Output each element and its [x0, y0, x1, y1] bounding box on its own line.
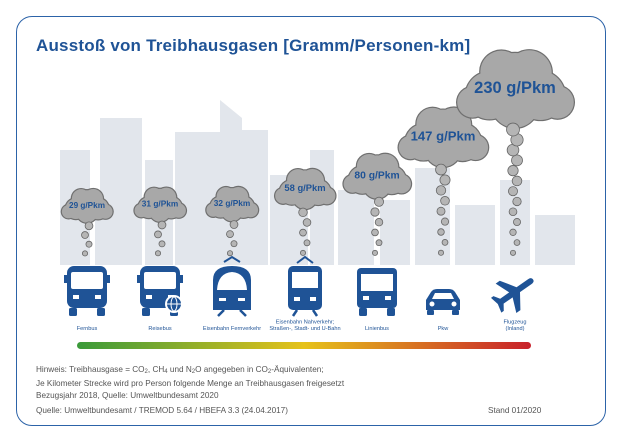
value-label: 230 g/Pkm	[474, 79, 556, 97]
smoke-trail	[226, 220, 239, 257]
category-label: Pkw	[438, 326, 450, 332]
smoke-trail	[370, 196, 384, 256]
emission-cloud	[273, 167, 337, 211]
emission-cloud	[456, 49, 576, 129]
car-icon	[426, 289, 460, 315]
emission-cloud	[60, 187, 114, 224]
note-line-1: Hinweis: Treibhausgase = CO2, CH4 und N2…	[36, 365, 324, 375]
category-label: Eisenbahn Nahverkehr; Straßen-, Stadt- un…	[269, 320, 340, 333]
value-label: 147 g/Pkm	[411, 128, 476, 143]
value-label: 31 g/Pkm	[142, 199, 178, 209]
value-label: 58 g/Pkm	[284, 182, 325, 193]
category-label: Fernbus	[77, 326, 98, 332]
note-line-2: Je Kilometer Strecke wird pro Person fol…	[36, 379, 345, 389]
column-3: 32 g/Pkm Eisenbahn Fernverkehr	[203, 185, 261, 332]
column-6: 147 g/Pkm Pkw	[397, 106, 490, 332]
smoke-trail	[154, 220, 167, 257]
intercity-train-icon	[213, 255, 251, 317]
chart-title: Ausstoß von Treibhausgasen [Gramm/Person…	[36, 36, 471, 55]
column-1: 29 g/Pkm Fernbus	[60, 187, 114, 332]
travel-bus-icon	[137, 266, 183, 316]
city-bus-icon	[357, 268, 397, 316]
column-2: 31 g/Pkm Reisebus	[133, 186, 188, 332]
smoke-trail	[506, 122, 524, 256]
column-5: 80 g/Pkm Linienbus	[342, 152, 413, 332]
emission-cloud	[133, 186, 188, 223]
value-label: 29 g/Pkm	[69, 201, 105, 210]
emission-cloud	[397, 106, 490, 169]
emission-cloud	[342, 152, 413, 200]
coach-bus-icon	[64, 266, 110, 316]
notes-block: Hinweis: Treibhausgase = CO2, CH4 und N2…	[36, 364, 344, 401]
impact-gradient-bar	[77, 342, 531, 349]
tram-icon	[288, 255, 322, 317]
value-label: 32 g/Pkm	[214, 198, 250, 208]
value-label: 80 g/Pkm	[354, 171, 399, 182]
category-label: Reisebus	[148, 326, 172, 332]
airplane-icon	[490, 278, 534, 314]
category-label: Flugzeug (Inland)	[503, 320, 526, 333]
category-label: Linienbus	[365, 326, 389, 332]
source-text: Quelle: Umweltbundesamt / TREMOD 5.64 / …	[36, 406, 288, 415]
note-line-3: Bezugsjahr 2018, Quelle: Umweltbundesamt…	[36, 390, 219, 400]
smoke-trail	[435, 163, 451, 256]
city-skyline	[60, 100, 575, 265]
column-7: 230 g/Pkm Flugzeug (Inland)	[456, 49, 576, 333]
column-4: 58 g/Pkm Eisenbahn Nahverkehr; Straßen-, S…	[269, 167, 341, 333]
emission-cloud	[205, 185, 260, 223]
stand-date: Stand 01/2020	[488, 406, 542, 415]
smoke-trail	[81, 221, 94, 257]
category-label: Eisenbahn Fernverkehr	[203, 326, 261, 332]
smoke-trail	[298, 207, 312, 256]
